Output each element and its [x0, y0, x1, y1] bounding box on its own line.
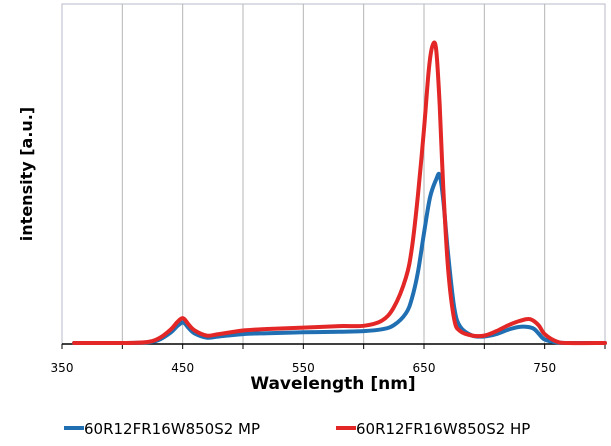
y-axis-title: intensity [a.u.] [17, 107, 36, 241]
x-tick-label: 650 [413, 361, 436, 375]
legend-label: 60R12FR16W850S2 MP [84, 420, 260, 438]
legend-item: 60R12FR16W850S2 MP [64, 420, 260, 438]
series-lines [72, 40, 607, 346]
x-tick-label: 350 [51, 361, 74, 375]
plot-area-border [61, 3, 606, 345]
legend-label: 60R12FR16W850S2 HP [356, 420, 530, 438]
x-tick-label: 550 [292, 361, 315, 375]
series-line-mp [72, 171, 607, 346]
legend: 60R12FR16W850S2 MP 60R12FR16W850S2 HP [64, 420, 530, 438]
x-axis-title: Wavelength [nm] [250, 374, 415, 394]
series-line-hp [72, 40, 607, 346]
x-tick-label: 750 [533, 361, 556, 375]
legend-item: 60R12FR16W850S2 HP [336, 420, 530, 438]
x-ticks: 350 450 550 650 750 [51, 344, 606, 375]
grid-lines [121, 4, 546, 344]
x-tick-label: 450 [171, 361, 194, 375]
